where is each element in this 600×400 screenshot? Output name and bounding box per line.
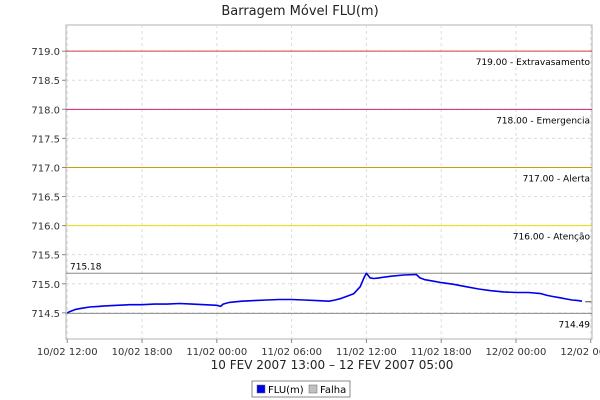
legend-swatch — [256, 384, 266, 394]
y-tick-label: 718.0 — [31, 105, 60, 116]
x-tick-label: 12/02 00:00 — [486, 347, 547, 358]
y-tick-label: 719.0 — [31, 47, 60, 58]
chart-title: Barragem Móvel FLU(m) — [221, 4, 378, 19]
reference-label-max: 715.18 — [70, 262, 102, 272]
y-tick-label: 715.0 — [31, 280, 60, 291]
x-tick-label: 10/02 12:00 — [37, 347, 98, 358]
x-tick-label: 11/02 00:00 — [186, 347, 247, 358]
plot-area — [65, 24, 593, 340]
y-tick-label: 716.0 — [31, 222, 60, 233]
reference-lines: 715.18 714.49 — [66, 262, 592, 330]
threshold-label: 719.00 - Extravasamento — [476, 58, 591, 68]
y-tick-label: 717.0 — [31, 163, 60, 174]
y-tick-label: 717.5 — [31, 134, 60, 145]
x-axis: 10/02 12:00 10/02 18:00 11/02 00:00 11/02 0… — [37, 339, 600, 358]
threshold-lines: 719.00 - Extravasamento 718.00 - Emergenc… — [66, 50, 592, 243]
threshold-label: 718.00 - Emergencia — [496, 116, 590, 126]
legend: FLU(m) Falha — [251, 380, 351, 398]
date-range-label: 10 FEV 2007 13:00 – 12 FEV 2007 05:00 — [211, 358, 454, 372]
x-tick-label: 10/02 18:00 — [112, 347, 173, 358]
legend-label: FLU(m) — [268, 385, 304, 396]
legend-box — [251, 380, 351, 398]
reference-label-min: 714.49 — [559, 320, 591, 330]
y-tick-label: 716.5 — [31, 193, 60, 204]
legend-swatch — [308, 384, 318, 394]
threshold-label: 717.00 - Alerta — [523, 174, 590, 184]
series-line-flu — [66, 272, 583, 314]
x-tick-label: 11/02 06:00 — [261, 347, 322, 358]
y-tick-label: 715.5 — [31, 251, 60, 262]
y-tick-label: 714.5 — [31, 309, 60, 320]
y-axis: 714.5 715.0 715.5 716.0 716.5 717.0 717.5 718.0… — [31, 47, 66, 320]
x-tick-label: 11/02 18:00 — [411, 347, 472, 358]
legend-label: Falha — [320, 385, 346, 396]
y-tick-label: 718.5 — [31, 76, 60, 87]
threshold-label: 716.00 - Atenção — [513, 233, 591, 243]
x-tick-label: 11/02 12:00 — [336, 347, 397, 358]
x-tick-label: 12/02 06:00 — [560, 347, 600, 358]
series-group — [66, 272, 592, 314]
